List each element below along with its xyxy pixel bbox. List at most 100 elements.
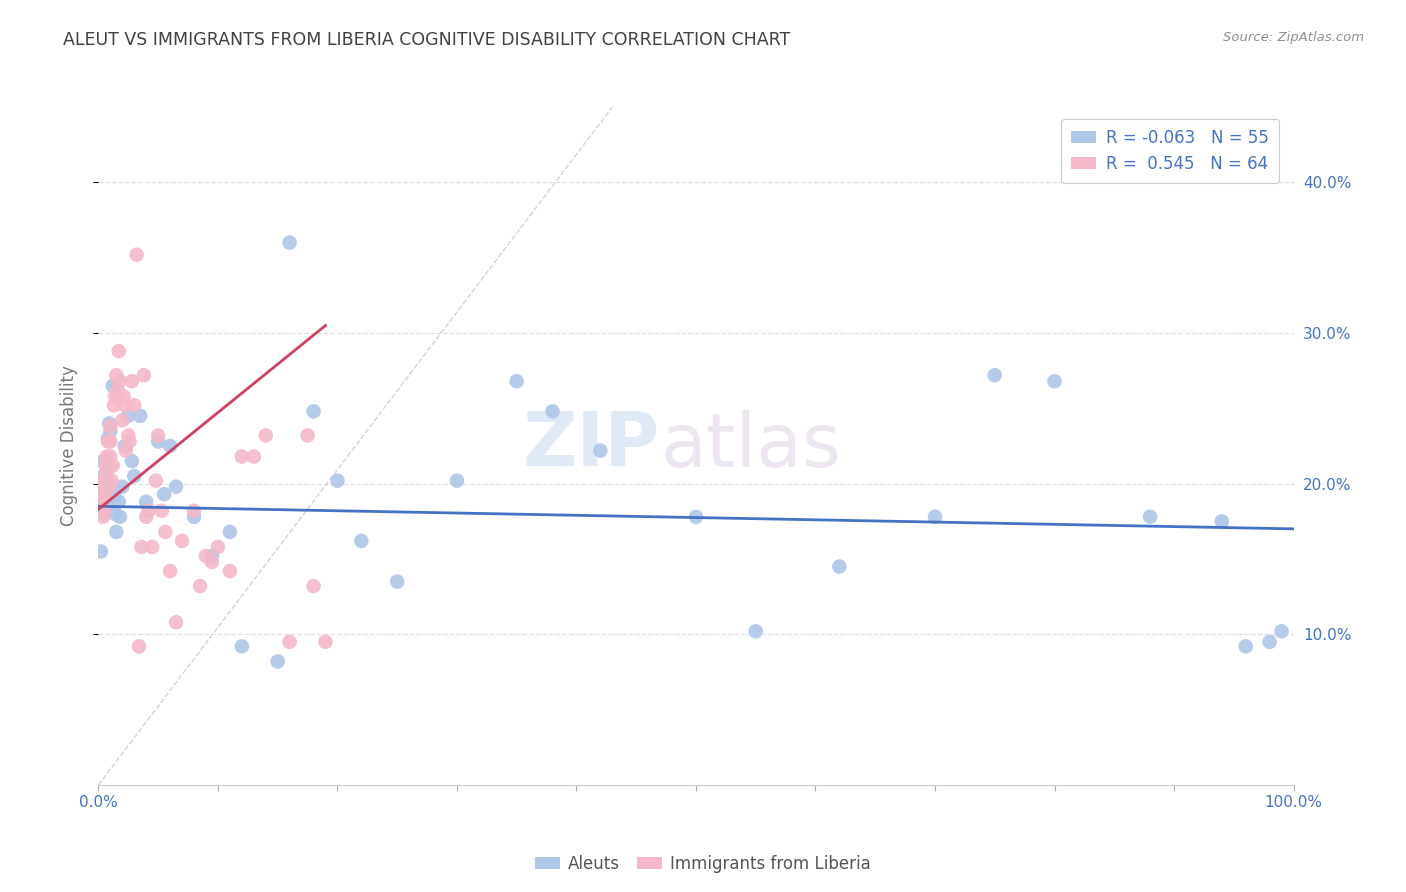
Point bbox=[98, 480, 121, 494]
Point bbox=[114, 398, 136, 412]
Point bbox=[100, 474, 122, 488]
Legend: Aleuts, Immigrants from Liberia: Aleuts, Immigrants from Liberia bbox=[529, 848, 877, 880]
Point bbox=[183, 504, 205, 518]
Point bbox=[278, 635, 301, 649]
Point bbox=[128, 640, 150, 654]
Point bbox=[103, 489, 125, 503]
Point bbox=[121, 454, 143, 468]
Point bbox=[254, 428, 277, 442]
Point bbox=[107, 344, 129, 359]
Point bbox=[541, 404, 564, 418]
Point bbox=[207, 540, 229, 554]
Point bbox=[589, 443, 612, 458]
Point bbox=[297, 428, 319, 442]
Point bbox=[112, 389, 135, 403]
Point bbox=[188, 579, 211, 593]
Point bbox=[326, 474, 349, 488]
Point bbox=[125, 248, 148, 262]
Point bbox=[1234, 640, 1257, 654]
Point bbox=[201, 555, 224, 569]
Point bbox=[94, 458, 117, 473]
Point bbox=[91, 494, 114, 508]
Point bbox=[745, 624, 768, 639]
Point bbox=[124, 398, 146, 412]
Text: Source: ZipAtlas.com: Source: ZipAtlas.com bbox=[1223, 31, 1364, 45]
Point bbox=[1211, 514, 1233, 528]
Point bbox=[315, 635, 337, 649]
Point bbox=[165, 615, 187, 630]
Point bbox=[165, 480, 187, 494]
Point bbox=[129, 409, 152, 423]
Point bbox=[94, 480, 117, 494]
Point bbox=[302, 404, 325, 418]
Point bbox=[219, 564, 242, 578]
Point bbox=[219, 524, 242, 539]
Point bbox=[924, 509, 946, 524]
Point bbox=[108, 509, 131, 524]
Point bbox=[101, 458, 124, 473]
Point bbox=[98, 419, 122, 434]
Point bbox=[138, 504, 160, 518]
Point bbox=[107, 494, 129, 508]
Point bbox=[278, 235, 301, 250]
Text: atlas: atlas bbox=[661, 409, 841, 483]
Point bbox=[135, 509, 157, 524]
Point bbox=[132, 368, 155, 383]
Point bbox=[1043, 374, 1066, 388]
Point bbox=[111, 480, 134, 494]
Point bbox=[114, 439, 136, 453]
Point bbox=[108, 374, 131, 388]
Point bbox=[96, 454, 118, 468]
Point bbox=[201, 549, 224, 563]
Point bbox=[135, 494, 157, 508]
Point bbox=[150, 504, 173, 518]
Point bbox=[93, 491, 115, 506]
Point bbox=[96, 465, 118, 479]
Point bbox=[153, 487, 176, 501]
Point bbox=[984, 368, 1007, 383]
Point bbox=[93, 474, 115, 488]
Point bbox=[96, 450, 118, 464]
Point bbox=[159, 439, 181, 453]
Point bbox=[91, 480, 114, 494]
Point bbox=[91, 474, 114, 488]
Point bbox=[105, 368, 128, 383]
Point bbox=[97, 432, 120, 446]
Point bbox=[117, 409, 139, 423]
Point bbox=[90, 489, 112, 503]
Point bbox=[94, 484, 117, 499]
Point bbox=[107, 384, 129, 398]
Point bbox=[90, 474, 112, 488]
Point bbox=[91, 454, 114, 468]
Point bbox=[131, 540, 153, 554]
Point bbox=[231, 640, 253, 654]
Point bbox=[385, 574, 409, 589]
Point bbox=[96, 500, 118, 514]
Point bbox=[105, 524, 128, 539]
Point bbox=[98, 458, 121, 473]
Legend: R = -0.063   N = 55, R =  0.545   N = 64: R = -0.063 N = 55, R = 0.545 N = 64 bbox=[1062, 119, 1279, 183]
Point bbox=[446, 474, 468, 488]
Point bbox=[90, 544, 112, 558]
Point bbox=[302, 579, 325, 593]
Point bbox=[124, 469, 146, 483]
Point bbox=[89, 494, 111, 508]
Point bbox=[243, 450, 266, 464]
Point bbox=[685, 509, 707, 524]
Point bbox=[159, 564, 181, 578]
Point bbox=[828, 559, 851, 574]
Point bbox=[97, 434, 120, 449]
Point bbox=[93, 507, 115, 521]
Point bbox=[98, 434, 122, 449]
Point bbox=[93, 504, 115, 518]
Text: ALEUT VS IMMIGRANTS FROM LIBERIA COGNITIVE DISABILITY CORRELATION CHART: ALEUT VS IMMIGRANTS FROM LIBERIA COGNITI… bbox=[63, 31, 790, 49]
Point bbox=[231, 450, 253, 464]
Point bbox=[350, 533, 373, 548]
Point bbox=[1139, 509, 1161, 524]
Point bbox=[183, 509, 205, 524]
Point bbox=[98, 450, 122, 464]
Point bbox=[145, 474, 167, 488]
Point bbox=[94, 469, 117, 483]
Point bbox=[91, 491, 114, 506]
Point bbox=[115, 443, 138, 458]
